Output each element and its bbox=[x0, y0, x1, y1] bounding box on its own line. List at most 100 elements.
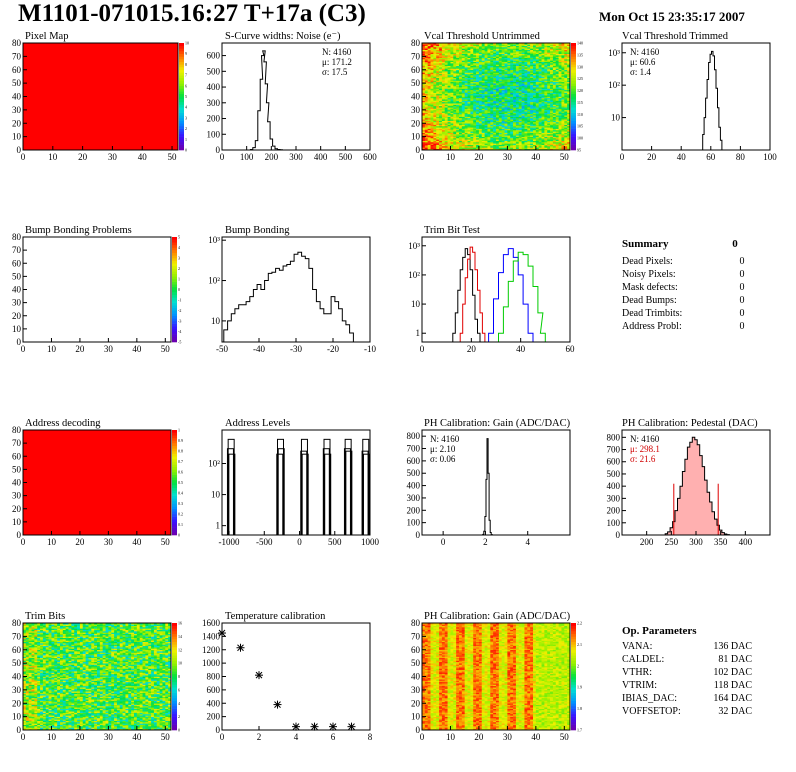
z-tick-label: 0 bbox=[178, 728, 180, 733]
op-params-panel: Op. Parameters VANA: 136 DAC CALDEL: 81 DAC V… bbox=[622, 625, 752, 717]
y-tick-label: 10² bbox=[208, 276, 220, 286]
x-tick-label: 60 bbox=[566, 344, 576, 354]
y-tick-label: 10 bbox=[211, 316, 221, 326]
z-tick-label: 2.1 bbox=[577, 642, 582, 647]
chart-temp-calibration: Temperature calibration 0 2 4 6 8 0 200 400 600 80… bbox=[202, 611, 373, 742]
x-tick-label: 500 bbox=[339, 152, 353, 162]
z-tick-label: 0.5 bbox=[178, 480, 183, 485]
chart-title: PH Calibration: Pedestal (DAC) bbox=[622, 418, 758, 429]
x-tick-label: -500 bbox=[256, 537, 273, 547]
chart-title: S-Curve widths: Noise (e⁻) bbox=[225, 31, 341, 42]
y-tick-label: 0 bbox=[17, 145, 22, 155]
series-line-2 bbox=[488, 248, 534, 342]
z-tick-label: 4 bbox=[178, 245, 180, 250]
chart-trim-bits: Trim Bits 0 2 4 6 8 10 12 14 16 0 10 20 30 40 50 0 10 20 30… bbox=[12, 611, 182, 742]
x-tick-label: 20 bbox=[474, 152, 484, 162]
z-tick-label: -2 bbox=[178, 308, 181, 313]
hist-area bbox=[664, 436, 730, 536]
y-tick-label: 1000 bbox=[202, 658, 221, 668]
z-tick-label: 1 bbox=[178, 277, 180, 282]
y-tick-label: 600 bbox=[407, 456, 421, 466]
summary-panel: Summary 0 Dead Pixels: 0 Noisy Pixels: 0 Mask … bbox=[622, 238, 745, 332]
stats-line: σ: 1.4 bbox=[630, 67, 651, 77]
x-tick-label: 50 bbox=[161, 344, 171, 354]
z-tick-label: 1.8 bbox=[577, 706, 582, 711]
z-tick-label: 0.3 bbox=[178, 501, 183, 506]
x-tick-label: 20 bbox=[474, 732, 484, 742]
op-param-value: 136 DAC bbox=[713, 641, 752, 652]
y-tick-label: 80 bbox=[12, 232, 22, 242]
z-tick-label: 120 bbox=[577, 88, 583, 93]
x-tick-label: 50 bbox=[560, 152, 570, 162]
x-tick-label: 300 bbox=[289, 152, 303, 162]
color-scale: 95 100 105 110 115 120 125 130 135 140 bbox=[571, 41, 583, 153]
x-tick-label: -10 bbox=[364, 344, 376, 354]
z-tick-label: 3 bbox=[185, 115, 187, 120]
stats-line: μ: 298.1 bbox=[630, 444, 660, 454]
x-tick-label: -50 bbox=[216, 344, 228, 354]
y-tick-label: 70 bbox=[12, 245, 22, 255]
y-tick-label: 10 bbox=[211, 490, 221, 500]
z-tick-label: 5 bbox=[178, 235, 180, 240]
y-tick-label: 70 bbox=[12, 631, 22, 641]
y-tick-label: 10² bbox=[408, 270, 420, 280]
x-tick-label: 20 bbox=[75, 344, 85, 354]
scatter-point bbox=[236, 643, 245, 652]
x-tick-label: 0 bbox=[21, 152, 26, 162]
x-tick-label: 4 bbox=[294, 732, 299, 742]
chart-title: PH Calibration: Gain (ADC/DAC) bbox=[424, 611, 571, 622]
chart-vcal-untrimmed: Vcal Threshold Untrimmed9510010511011512… bbox=[411, 31, 583, 162]
z-tick-label: 2 bbox=[178, 266, 180, 271]
y-tick-label: 50 bbox=[411, 78, 421, 88]
x-tick-label: 8 bbox=[368, 732, 373, 742]
y-tick-label: 10 bbox=[411, 712, 421, 722]
y-tick-label: 20 bbox=[411, 118, 421, 128]
stats-line: N: 4160 bbox=[322, 47, 352, 57]
y-tick-label: 30 bbox=[411, 685, 421, 695]
x-tick-label: 100 bbox=[763, 152, 777, 162]
z-tick-label: 0 bbox=[178, 533, 180, 538]
x-tick-label: 10 bbox=[47, 732, 57, 742]
x-tick-label: 0 bbox=[620, 152, 625, 162]
y-tick-label: 500 bbox=[607, 469, 621, 479]
y-tick-label: 100 bbox=[607, 518, 621, 528]
page-date: Mon Oct 15 23:35:17 2007 bbox=[599, 9, 745, 24]
y-tick-label: 400 bbox=[207, 82, 221, 92]
x-tick-label: 500 bbox=[328, 537, 342, 547]
heatmap-fill bbox=[23, 430, 171, 535]
y-tick-label: 800 bbox=[607, 432, 621, 442]
z-tick-label: 1 bbox=[185, 137, 187, 142]
chart-title: Bump Bonding Problems bbox=[25, 225, 132, 236]
series-line-1 bbox=[459, 246, 486, 342]
stats-line: μ: 60.6 bbox=[630, 57, 656, 67]
x-tick-label: 40 bbox=[677, 152, 687, 162]
plot-frame bbox=[221, 429, 371, 536]
y-tick-label: 10 bbox=[411, 132, 421, 142]
summary-row-value: 0 bbox=[740, 321, 745, 332]
z-tick-label: 95 bbox=[577, 148, 581, 153]
x-tick-label: 10 bbox=[47, 344, 57, 354]
heatmap-cells bbox=[422, 43, 571, 151]
x-tick-label: 50 bbox=[560, 732, 570, 742]
y-tick-label: 1 bbox=[216, 521, 221, 531]
color-scale: 0 0.1 0.2 0.3 0.4 0.5 0.6 0.7 0.8 0.9 1 bbox=[172, 428, 183, 538]
y-tick-label: 20 bbox=[12, 698, 22, 708]
x-tick-label: 10 bbox=[446, 152, 456, 162]
y-tick-label: 20 bbox=[12, 118, 22, 128]
color-scale: 0 1 2 3 4 5 6 7 8 9 10 bbox=[179, 41, 189, 153]
y-tick-label: 80 bbox=[12, 425, 22, 435]
x-tick-label: -30 bbox=[290, 344, 302, 354]
x-tick-label: 30 bbox=[104, 732, 114, 742]
z-tick-label: -5 bbox=[178, 340, 181, 345]
z-tick-label: 6 bbox=[185, 83, 187, 88]
summary-row-label: Dead Bumps: bbox=[622, 295, 677, 306]
hist-line bbox=[223, 251, 354, 342]
summary-row-label: Address Probl: bbox=[622, 321, 682, 332]
y-tick-label: 600 bbox=[607, 457, 621, 467]
stats-line: σ: 21.6 bbox=[630, 454, 656, 464]
op-param-value: 118 DAC bbox=[714, 680, 753, 691]
y-tick-label: 800 bbox=[207, 672, 221, 682]
op-param-value: 164 DAC bbox=[713, 693, 752, 704]
chart-title: Trim Bits bbox=[25, 611, 65, 622]
